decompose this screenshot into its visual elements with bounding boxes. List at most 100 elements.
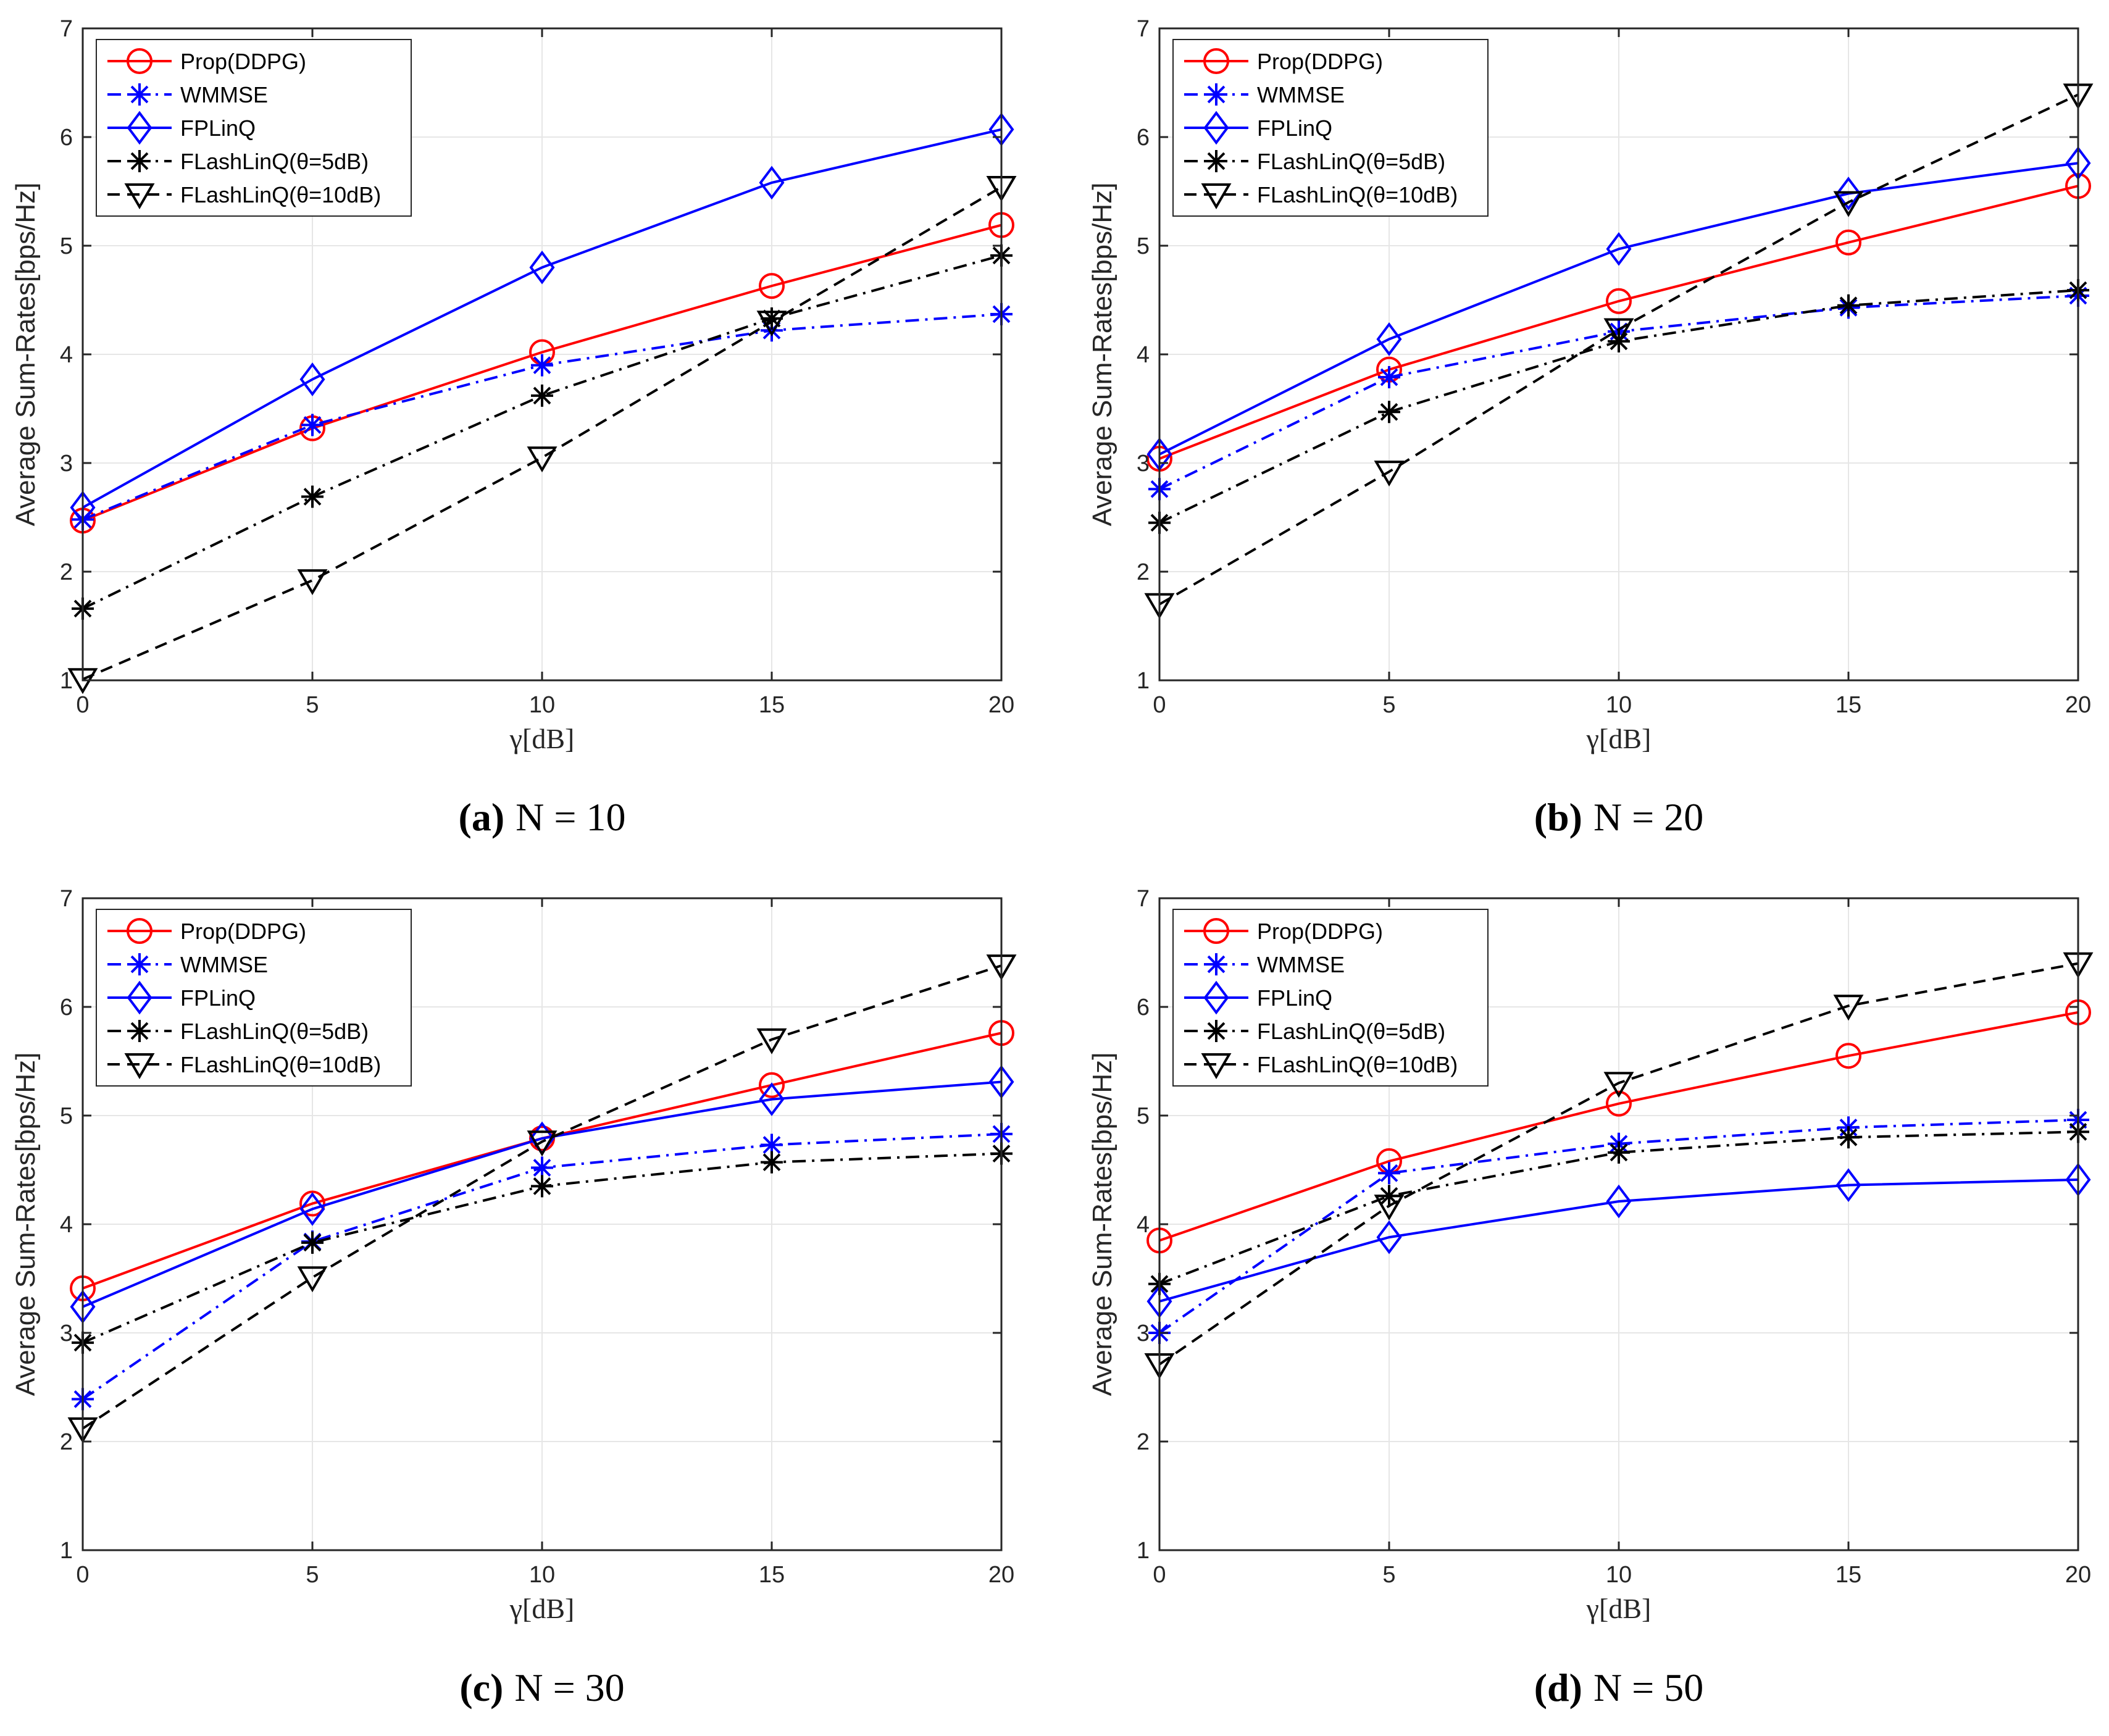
legend-item-wmmse: WMMSE — [107, 82, 268, 107]
legend-item-flash5: FLashLinQ(θ=5dB) — [1184, 1019, 1445, 1044]
legend-label: WMMSE — [180, 952, 268, 977]
data-point-flash5 — [1837, 1126, 1860, 1149]
data-point-flash5 — [761, 1151, 783, 1174]
series-line-flash10 — [82, 186, 1003, 681]
y-tick-label: 5 — [1137, 1103, 1150, 1129]
data-point-flash5 — [531, 384, 553, 407]
legend-item-prop: Prop(DDPG) — [107, 48, 306, 74]
legend-item-fplinq: FPLinQ — [1184, 111, 1332, 145]
caption-equation: N = 50 — [1593, 1666, 1703, 1709]
x-tick-label: 5 — [1382, 1562, 1395, 1588]
data-point-flash5 — [301, 1231, 324, 1254]
x-tick-label: 0 — [1153, 692, 1166, 718]
data-point-flash10 — [1603, 318, 1634, 344]
legend-label: WMMSE — [1257, 952, 1345, 977]
legend-marker-fplinq — [127, 111, 152, 145]
series-line-flash10 — [1158, 962, 2079, 1366]
legend-marker-wmmse — [1205, 83, 1227, 106]
x-tick-label: 20 — [988, 1562, 1014, 1588]
legend-item-wmmse: WMMSE — [107, 952, 268, 977]
data-point-fplinq — [1376, 322, 1402, 356]
data-point-wmmse — [301, 414, 324, 436]
y-tick-label: 4 — [60, 1212, 73, 1238]
data-point-flash5 — [1837, 294, 1860, 317]
chart-panel-4: 0 5 10 15 20 1 2 3 4 5 6 7 γ[dB] Average Sum-Rates[bp… — [1087, 886, 2094, 1709]
legend-marker-prop — [1203, 48, 1229, 74]
y-tick-label: 3 — [60, 451, 73, 477]
legend-marker-fplinq — [1203, 980, 1229, 1015]
data-point-flash10 — [1833, 995, 1864, 1021]
legend-item-flash5: FLashLinQ(θ=5dB) — [107, 149, 369, 174]
series-line-flash5 — [82, 254, 1002, 610]
data-point-wmmse — [1378, 1162, 1400, 1185]
data-point-wmmse — [531, 1156, 553, 1179]
x-tick-label: 15 — [759, 1562, 785, 1588]
caption-tag: (b) — [1534, 795, 1582, 839]
legend-marker-fplinq — [127, 980, 152, 1015]
legend-marker-flash10 — [1201, 1053, 1232, 1079]
x-tick-label: 5 — [1382, 692, 1395, 718]
y-axis-title: Average Sum-Rates[bps/Hz] — [1087, 183, 1117, 527]
x-tick-label: 20 — [2065, 1562, 2091, 1588]
data-point-flash10 — [527, 446, 558, 473]
data-point-flash10 — [1374, 1195, 1405, 1221]
data-point-flash10 — [1833, 191, 1864, 217]
caption-equation: N = 10 — [516, 795, 625, 839]
legend-label: FLashLinQ(θ=5dB) — [180, 1019, 369, 1044]
chart-panel-3: 0 5 10 15 20 1 2 3 4 5 6 7 γ[dB] Average Sum-Rates[bp… — [10, 886, 1017, 1709]
data-point-fplinq — [1376, 1220, 1402, 1254]
legend-item-wmmse: WMMSE — [1184, 82, 1345, 107]
x-tick-label: 5 — [306, 692, 319, 718]
legend-item-fplinq: FPLinQ — [107, 111, 256, 145]
caption-tag: (a) — [459, 795, 505, 839]
legend-label: FLashLinQ(θ=10dB) — [1257, 1052, 1458, 1077]
series-line-flash10 — [81, 964, 1002, 1430]
legend-marker-prop — [127, 918, 152, 944]
y-tick-label: 6 — [1137, 125, 1150, 151]
data-point-fplinq — [1835, 177, 1861, 211]
y-tick-label: 2 — [1137, 559, 1150, 585]
legend-item-fplinq: FPLinQ — [107, 980, 256, 1015]
data-point-flash5 — [531, 1175, 553, 1198]
x-tick-label: 10 — [1606, 692, 1632, 718]
legend-item-wmmse: WMMSE — [1184, 952, 1345, 977]
series-line-flash5 — [1159, 1130, 2079, 1285]
y-tick-label: 3 — [1137, 1321, 1150, 1346]
x-tick-label: 15 — [759, 692, 785, 718]
data-point-fplinq — [529, 250, 555, 285]
y-tick-label: 4 — [60, 342, 73, 368]
data-point-flash5 — [1608, 1141, 1630, 1164]
x-tick-label: 0 — [1153, 1562, 1166, 1588]
panel-caption: (b) N = 20 — [1534, 795, 1704, 839]
x-tick-label: 10 — [1606, 1562, 1632, 1588]
series-line-flash10 — [1159, 93, 2079, 606]
series-line-prop — [1159, 185, 2079, 460]
data-point-wmmse — [531, 354, 553, 377]
legend-label: Prop(DDPG) — [180, 49, 306, 74]
legend-item-fplinq: FPLinQ — [1184, 980, 1332, 1015]
x-axis-title: γ[dB] — [509, 1593, 575, 1624]
legend-item-prop: Prop(DDPG) — [1184, 918, 1383, 944]
data-point-prop — [1835, 229, 1861, 256]
data-point-flash10 — [756, 1028, 787, 1054]
legend-item-flash10: FLashLinQ(θ=10dB) — [1184, 182, 1458, 209]
x-tick-label: 0 — [76, 1562, 89, 1588]
legend-marker-flash5 — [1205, 150, 1227, 172]
data-point-prop — [299, 1190, 325, 1217]
data-point-flash5 — [301, 485, 324, 508]
legend-marker-flash10 — [124, 1053, 155, 1079]
legend-marker-flash10 — [124, 183, 155, 209]
y-tick-label: 6 — [60, 995, 73, 1020]
legend-marker-wmmse — [1205, 953, 1227, 975]
data-point-flash10 — [297, 569, 328, 596]
legend-label: Prop(DDPG) — [180, 919, 306, 944]
legend-marker-prop — [1203, 918, 1229, 944]
data-point-flash10 — [756, 311, 787, 337]
y-tick-label: 3 — [1137, 451, 1150, 477]
x-tick-label: 20 — [2065, 692, 2091, 718]
y-tick-label: 2 — [1137, 1429, 1150, 1455]
data-point-fplinq — [299, 1192, 325, 1226]
legend-label: FLashLinQ(θ=10dB) — [1257, 182, 1458, 207]
data-point-fplinq — [1835, 1168, 1861, 1202]
